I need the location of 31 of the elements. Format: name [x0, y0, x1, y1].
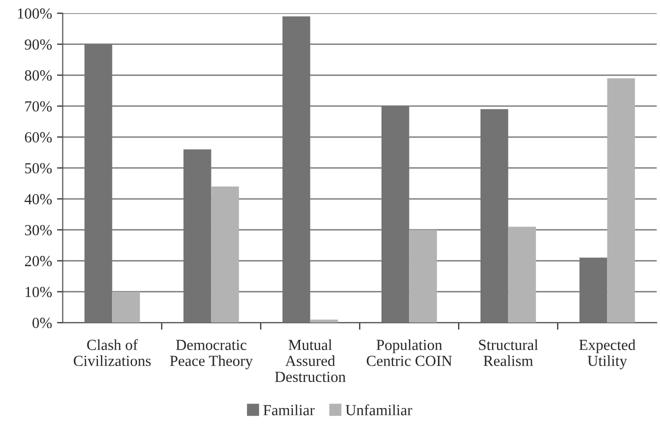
y-tick-label: 70% — [25, 101, 52, 112]
bar — [381, 106, 410, 323]
bar — [607, 78, 635, 323]
legend-label: Unfamiliar — [346, 404, 412, 416]
y-tick-label: 60% — [24, 132, 52, 143]
y-tick-label: 10% — [26, 286, 52, 298]
bar — [183, 149, 212, 323]
y-tick-label: 50% — [25, 163, 52, 174]
bar — [508, 226, 536, 323]
x-tick-label: Mutual Assured Destruction — [275, 339, 346, 382]
bar — [112, 292, 140, 323]
bar — [211, 186, 239, 323]
y-tick-label: 90% — [24, 39, 52, 50]
legend-label: Familiar — [263, 404, 315, 416]
y-tick-label: 20% — [24, 256, 52, 266]
bar — [480, 109, 508, 323]
y-tick-label: 100% — [18, 8, 52, 19]
y-tick-label: 0% — [32, 318, 52, 328]
y-tick-label: 40% — [24, 194, 52, 204]
bar — [84, 44, 112, 323]
bar — [579, 258, 608, 323]
x-tick-label: Population Centric COIN — [366, 339, 452, 366]
x-tick-label: Structural Realism — [479, 339, 538, 366]
bar — [409, 230, 437, 323]
x-tick-label: Expected Utility — [579, 339, 636, 370]
x-tick-label: Clash of Civilizations — [74, 339, 151, 366]
x-tick-label: Democratic Peace Theory — [170, 340, 253, 370]
bar — [310, 320, 338, 323]
y-tick-label: 30% — [25, 224, 52, 236]
bar — [282, 16, 310, 323]
y-tick-label: 80% — [24, 70, 52, 81]
